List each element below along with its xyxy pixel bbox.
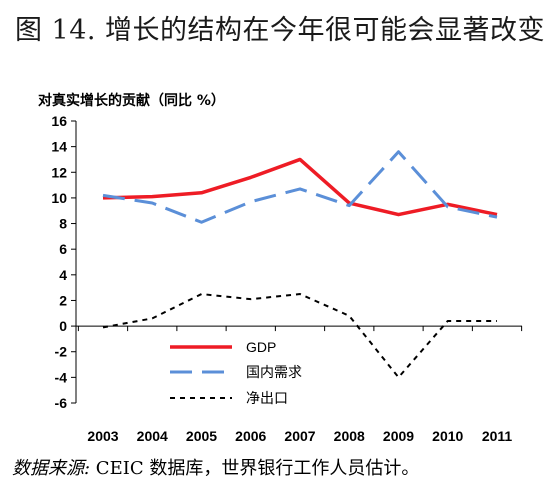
y-tick-label: -6 — [55, 395, 68, 411]
y-tick-label: -2 — [55, 344, 68, 360]
x-tick-label: 2010 — [432, 428, 463, 444]
series-line-1 — [102, 150, 498, 224]
x-tick-label: 2011 — [482, 428, 513, 444]
y-tick-label: 12 — [51, 164, 67, 180]
chart-series — [102, 150, 498, 379]
legend-label-1: 国内需求 — [246, 364, 302, 380]
x-tick-label: 2004 — [137, 428, 168, 444]
legend-label-2: 净出口 — [246, 390, 288, 406]
chart-title: 图 14. 增长的结构在今年很可能会显著改变 — [14, 15, 546, 46]
x-tick-label: 2009 — [383, 428, 414, 444]
x-tick-label: 2006 — [235, 428, 266, 444]
chart-axes: -6 -4 -2 0 2 4 6 8 10 12 14 16 2003 2004 2005 2006 2007 2… — [51, 113, 523, 444]
y-tick-label: 4 — [59, 267, 67, 283]
series-line-2 — [102, 293, 497, 379]
y-tick-label: 14 — [51, 139, 67, 155]
source-label: 数据来源: — [12, 458, 91, 479]
y-tick-label: 2 — [59, 292, 67, 308]
y-tick-label: 6 — [59, 241, 67, 257]
x-tick-label: 2008 — [334, 428, 365, 444]
y-tick-label: -4 — [55, 369, 68, 385]
legend-label-0: GDP — [246, 339, 276, 355]
series-line-0 — [102, 157, 498, 217]
x-tick-label: 2007 — [284, 428, 315, 444]
source-note: 数据来源: CEIC 数据库，世界银行工作人员估计。 — [12, 454, 419, 480]
y-tick-label: 10 — [51, 190, 67, 206]
x-tick-label: 2005 — [186, 428, 217, 444]
y-axis-label: 对真实增长的贡献（同比 %） — [38, 93, 225, 109]
source-text: CEIC 数据库，世界银行工作人员估计。 — [90, 458, 420, 479]
y-tick-label: 0 — [59, 318, 67, 334]
y-tick-label: 16 — [51, 113, 67, 129]
x-tick-label: 2003 — [87, 428, 118, 444]
y-tick-label: 8 — [59, 216, 67, 232]
